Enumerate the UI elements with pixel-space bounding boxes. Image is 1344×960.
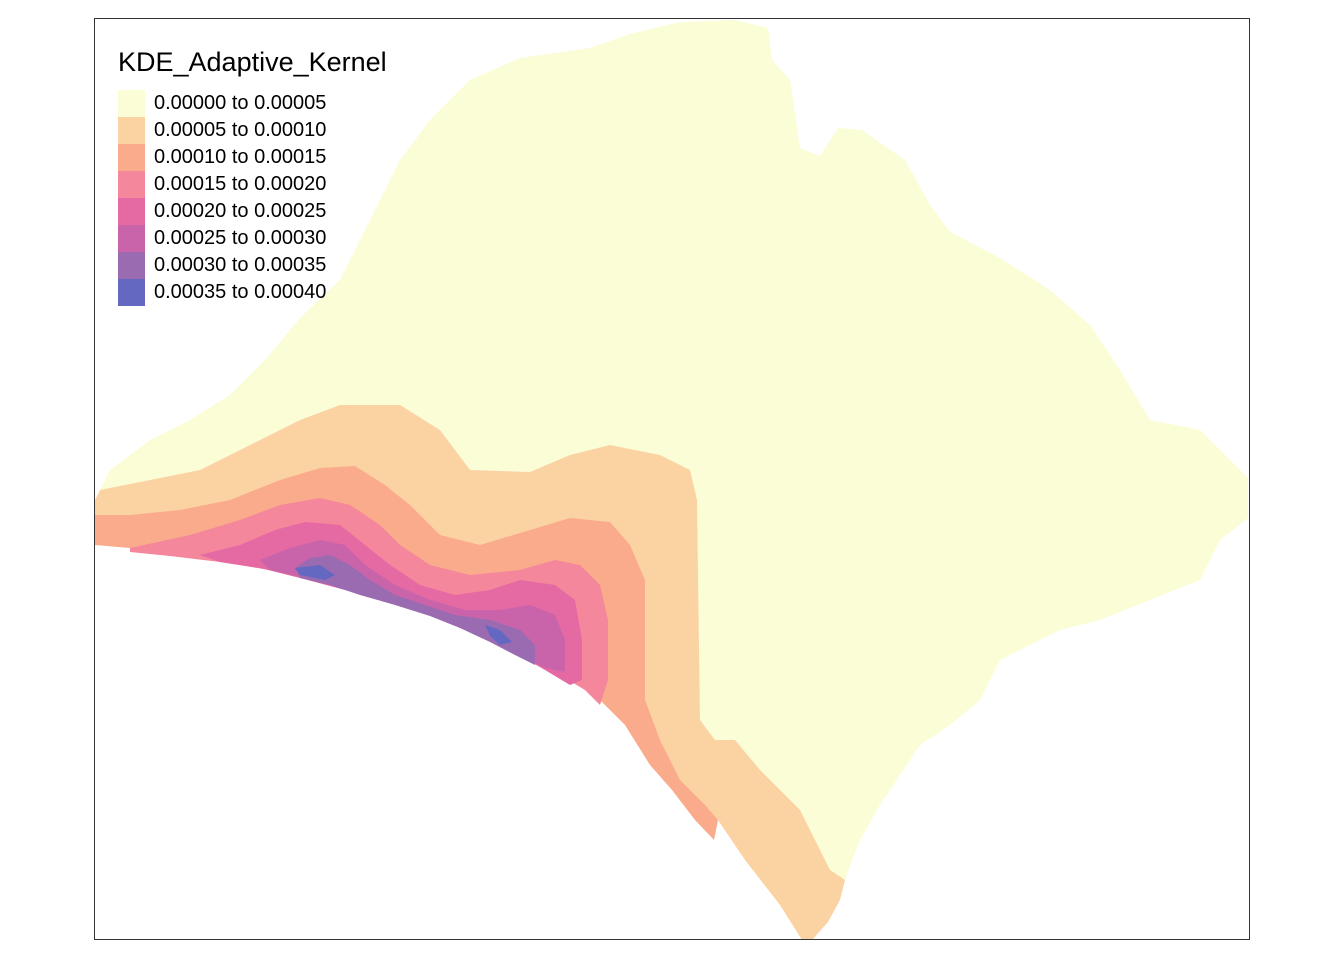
legend-item: 0.00010 to 0.00015 bbox=[118, 144, 387, 171]
legend-swatch bbox=[118, 198, 145, 225]
legend-label: 0.00015 to 0.00020 bbox=[154, 173, 327, 195]
legend-item: 0.00035 to 0.00040 bbox=[118, 279, 387, 306]
legend-item: 0.00030 to 0.00035 bbox=[118, 252, 387, 279]
density-zone-class-8 bbox=[295, 565, 335, 580]
legend-item: 0.00005 to 0.00010 bbox=[118, 117, 387, 144]
density-zone-class-7 bbox=[295, 555, 535, 665]
legend-swatch bbox=[118, 225, 145, 252]
legend-title: KDE_Adaptive_Kernel bbox=[118, 47, 387, 77]
legend-label: 0.00025 to 0.00030 bbox=[154, 227, 327, 249]
legend-label: 0.00005 to 0.00010 bbox=[154, 119, 327, 141]
density-zone-class-1 bbox=[100, 20, 1248, 880]
legend-label: 0.00020 to 0.00025 bbox=[154, 200, 327, 222]
density-zone-class-8 bbox=[485, 625, 512, 645]
legend-swatch bbox=[118, 117, 145, 144]
legend-swatch bbox=[118, 171, 145, 198]
legend-label: 0.00000 to 0.00005 bbox=[154, 92, 327, 114]
legend-item: 0.00020 to 0.00025 bbox=[118, 198, 387, 225]
legend-swatch bbox=[118, 90, 145, 117]
legend-swatch bbox=[118, 252, 145, 279]
legend-item: 0.00000 to 0.00005 bbox=[118, 90, 387, 117]
legend-label: 0.00010 to 0.00015 bbox=[154, 146, 327, 168]
legend-swatch bbox=[118, 144, 145, 171]
map-legend: KDE_Adaptive_Kernel 0.00000 to 0.00005 0… bbox=[118, 46, 387, 306]
legend-label: 0.00030 to 0.00035 bbox=[154, 254, 327, 276]
legend-item: 0.00015 to 0.00020 bbox=[118, 171, 387, 198]
legend-label: 0.00035 to 0.00040 bbox=[154, 281, 327, 303]
map-border bbox=[94, 18, 1250, 940]
legend-items: 0.00000 to 0.00005 0.00005 to 0.00010 0.… bbox=[118, 90, 387, 306]
legend-item: 0.00025 to 0.00030 bbox=[118, 225, 387, 252]
legend-swatch bbox=[118, 279, 145, 306]
